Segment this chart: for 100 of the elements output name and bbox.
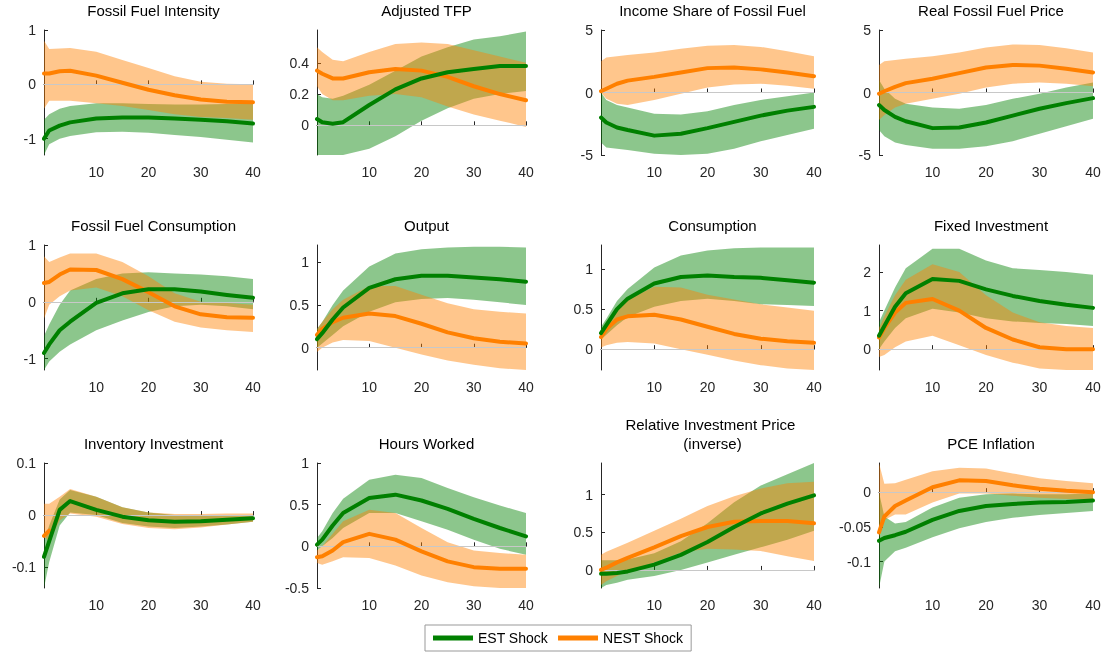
x-tick-label: 30 <box>465 164 482 180</box>
chart-title: Output <box>403 217 450 234</box>
line-series <box>315 492 528 547</box>
y-tick-label: 0 <box>585 84 594 101</box>
line-series <box>315 67 528 103</box>
y-tick-label: 1 <box>28 22 37 38</box>
x-tick-label: 20 <box>413 597 430 613</box>
x-tick-label: 20 <box>140 164 157 180</box>
y-tick-label: 1 <box>301 455 310 471</box>
y-tick-label: 0.1 <box>16 455 37 471</box>
x-tick-label: 20 <box>699 597 716 613</box>
y-tick-label: -0.1 <box>846 553 872 570</box>
y-tick-label: 0 <box>301 538 310 555</box>
line-series <box>599 493 816 576</box>
x-tick-label: 40 <box>806 164 822 180</box>
x-tick-label: 30 <box>752 597 769 613</box>
x-tick-label: 30 <box>192 597 209 613</box>
y-tick-label: -1 <box>23 130 37 147</box>
x-tick-label: 40 <box>806 597 822 613</box>
x-tick-label: 20 <box>413 379 430 395</box>
x-tick-label: 40 <box>518 597 534 613</box>
line-series <box>877 63 1095 96</box>
y-tick-label: 1 <box>28 237 37 253</box>
x-tick-label: 30 <box>465 597 482 613</box>
x-tick-label: 10 <box>88 597 105 613</box>
chart-title: Adjusted TFP <box>381 2 472 19</box>
line-series <box>599 518 816 572</box>
x-tick-label: 20 <box>140 379 157 395</box>
x-tick-label: 30 <box>465 379 482 395</box>
y-tick-label: 0 <box>585 561 594 578</box>
y-tick-label: 0 <box>28 293 37 310</box>
x-tick-label: 40 <box>806 379 822 395</box>
x-tick-label: 30 <box>192 164 209 180</box>
y-tick-label: 0.2 <box>289 86 310 103</box>
y-tick-label: 0 <box>863 84 872 101</box>
chart-title: Inventory Investment <box>83 435 224 452</box>
line-series <box>315 311 528 346</box>
x-tick-label: 10 <box>361 597 378 613</box>
legend-label: NEST Shock <box>603 630 684 646</box>
line-series <box>315 531 528 571</box>
x-tick-label: 20 <box>699 379 716 395</box>
chart-title: Consumption <box>668 217 757 234</box>
y-tick-label: 1 <box>585 261 594 278</box>
y-tick-label: 1 <box>301 254 310 271</box>
x-tick-label: 40 <box>518 379 534 395</box>
x-tick-label: 20 <box>413 164 430 180</box>
y-tick-label: 0 <box>863 484 872 501</box>
x-tick-label: 30 <box>752 379 769 395</box>
x-tick-label: 10 <box>646 164 663 180</box>
x-tick-label: 30 <box>752 164 769 180</box>
y-tick-label: 1 <box>585 486 594 503</box>
x-tick-label: 20 <box>699 164 716 180</box>
line-series <box>599 312 816 345</box>
line-series <box>42 267 255 320</box>
chart-title: Hours Worked <box>378 435 475 452</box>
chart-title: Relative Investment Price (inverse) <box>625 416 800 452</box>
x-tick-label: 10 <box>88 379 105 395</box>
line-series <box>315 63 528 126</box>
x-tick-label: 40 <box>518 164 534 180</box>
line-series <box>877 276 1095 338</box>
y-tick-label: 0 <box>28 76 37 93</box>
y-tick-label: 0.5 <box>573 524 594 541</box>
y-tick-label: 5 <box>585 22 594 38</box>
x-tick-label: 30 <box>1031 164 1048 180</box>
line-series <box>877 478 1095 535</box>
x-tick-label: 20 <box>978 164 994 180</box>
x-tick-label: 10 <box>924 164 941 180</box>
y-tick-label: 0 <box>585 341 594 358</box>
chart-title: Fixed Investment <box>933 217 1049 234</box>
y-tick-label: 0 <box>301 117 310 134</box>
chart-title: Fossil Fuel Consumption <box>70 217 237 234</box>
y-tick-label: 0 <box>28 507 37 524</box>
y-tick-label: -0.1 <box>11 559 37 576</box>
line-series <box>877 498 1095 543</box>
x-tick-label: 30 <box>192 379 209 395</box>
x-tick-label: 20 <box>978 597 994 613</box>
chart-title: Fossil Fuel Intensity <box>87 2 221 19</box>
x-tick-label: 40 <box>245 597 261 613</box>
legend-label: EST Shock <box>478 630 549 646</box>
y-tick-label: -0.05 <box>839 518 872 535</box>
x-tick-label: 40 <box>1085 597 1101 613</box>
x-tick-label: 10 <box>924 379 941 395</box>
chart-title: PCE Inflation <box>947 435 1035 452</box>
x-tick-label: 10 <box>88 164 105 180</box>
y-tick-label: 0.4 <box>289 54 310 71</box>
chart-title: Income Share of Fossil Fuel <box>619 2 806 19</box>
y-tick-label: 1 <box>863 302 872 319</box>
x-tick-label: 40 <box>1085 164 1101 180</box>
y-tick-label: -5 <box>580 147 594 163</box>
line-series <box>599 65 816 94</box>
line-series <box>42 68 255 105</box>
line-series <box>315 273 528 342</box>
line-series <box>599 273 816 336</box>
y-tick-label: -1 <box>23 350 37 367</box>
y-tick-label: 0.5 <box>289 296 310 313</box>
x-tick-label: 10 <box>361 379 378 395</box>
x-tick-label: 30 <box>1031 379 1048 395</box>
chart-title: Real Fossil Fuel Price <box>918 2 1064 19</box>
y-tick-label: 0 <box>301 339 310 356</box>
y-tick-label: 2 <box>863 264 872 281</box>
